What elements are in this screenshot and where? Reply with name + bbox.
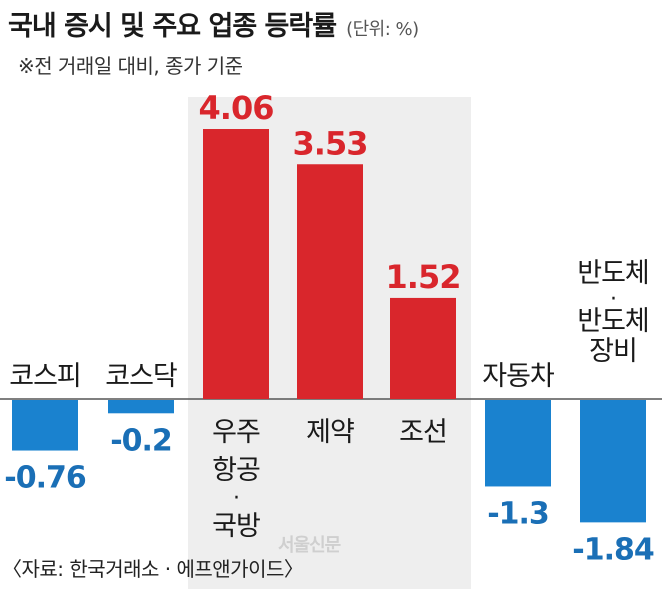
bar-1 — [108, 400, 174, 414]
category-label-5-0: 자동차 — [482, 361, 555, 392]
value-label-4: 1.52 — [386, 258, 461, 296]
category-label-2-2: · — [233, 486, 239, 511]
value-label-5: -1.3 — [487, 496, 549, 531]
source-note: 〈자료: 한국거래소 · 에프앤가이드〉 — [2, 557, 304, 581]
bar-2 — [203, 129, 269, 399]
category-label-2-0: 우주 — [212, 417, 260, 448]
category-label-2-3: 국방 — [212, 511, 260, 542]
unit-label: (단위: %) — [346, 19, 419, 40]
category-label-6-0: 반도체 — [577, 258, 649, 289]
title-row: 국내 증시 및 주요 업종 등락률 (단위: %) — [8, 4, 419, 43]
category-label-3-0: 제약 — [306, 417, 354, 448]
category-label-6-1: · — [610, 287, 616, 312]
chart-subtitle: ※전 거래일 대비, 종가 기준 — [18, 54, 243, 78]
value-label-1: -0.2 — [110, 423, 172, 458]
value-label-3: 3.53 — [293, 124, 368, 162]
value-label-6: -1.84 — [572, 532, 654, 567]
bar-3 — [297, 164, 363, 399]
newspaper-logo: 서울신문 — [278, 535, 341, 556]
category-label-0-0: 코스피 — [9, 361, 81, 392]
bar-4 — [390, 297, 456, 399]
category-label-4-0: 조선 — [399, 417, 447, 448]
category-label-6-3: 장비 — [589, 336, 637, 367]
value-label-0: -0.76 — [4, 461, 86, 496]
chart-title: 국내 증시 및 주요 업종 등락률 — [8, 11, 337, 42]
category-label-6-2: 반도체 — [577, 306, 649, 337]
value-label-2: 4.06 — [199, 89, 274, 127]
bar-0 — [12, 400, 78, 451]
category-label-1-0: 코스닥 — [105, 361, 177, 392]
bar-6 — [580, 400, 646, 523]
category-label-2-1: 항공 — [212, 455, 260, 486]
bar-5 — [485, 400, 551, 487]
